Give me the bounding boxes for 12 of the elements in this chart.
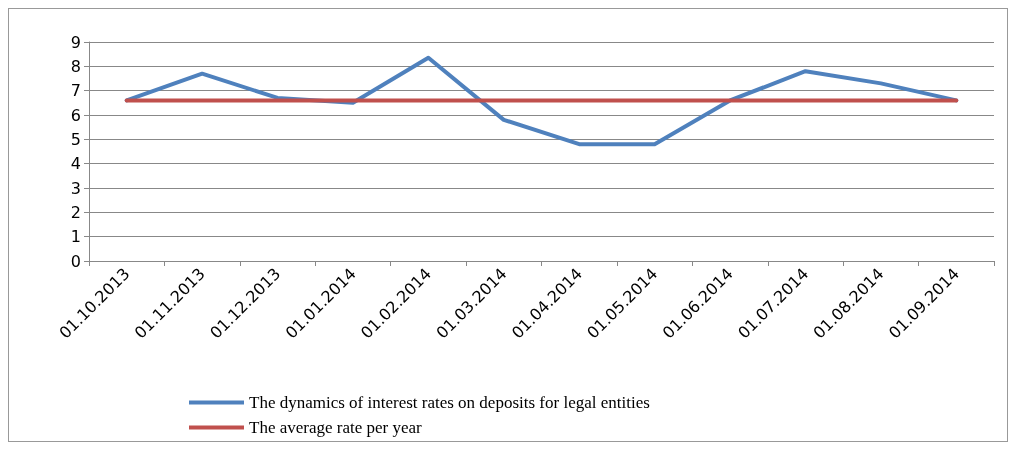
y-tick-label: 6: [70, 105, 81, 125]
y-tick-label: 2: [70, 202, 81, 222]
y-tick-label: 0: [70, 251, 81, 271]
y-tick-label: 1: [70, 227, 81, 247]
y-tick-label: 8: [70, 56, 81, 76]
y-tick-label: 7: [70, 81, 81, 101]
y-tick-label: 3: [70, 178, 81, 198]
legend-label: The average rate per year: [249, 418, 423, 437]
y-tick-label: 5: [70, 129, 81, 149]
legend-label: The dynamics of interest rates on deposits for legal entities: [249, 393, 650, 412]
y-tick-label: 4: [70, 154, 81, 174]
y-tick-label: 9: [70, 32, 81, 52]
